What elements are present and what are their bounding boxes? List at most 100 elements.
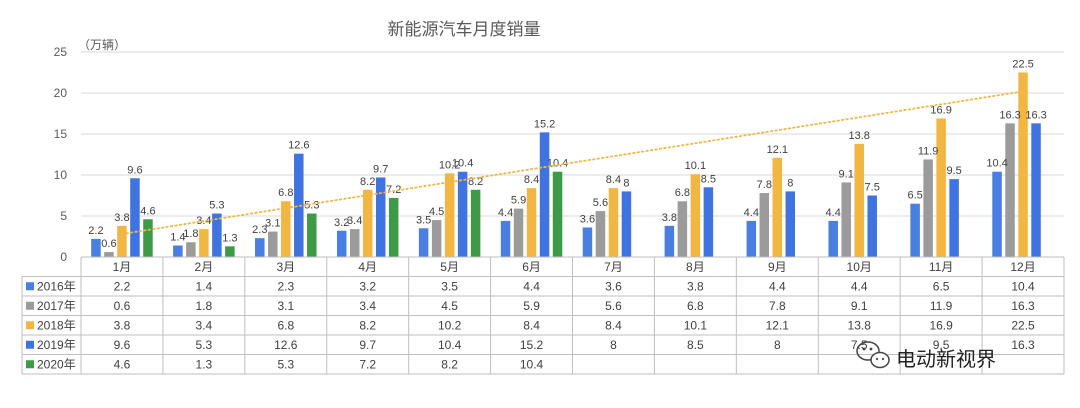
- data-label: 3.5: [416, 214, 431, 226]
- data-label: 3.4: [347, 215, 362, 227]
- data-label: 8: [623, 177, 629, 189]
- bar: [746, 220, 757, 257]
- data-label: 9.7: [373, 163, 388, 175]
- table-cell: 1.8: [196, 299, 213, 313]
- table-cell: 13.8: [848, 318, 872, 332]
- data-labels: 2.2 1.4 2.3 3.2 3.5 4.4 3.6 3.8 4.4 4.4 6.5 10.4 0.6…: [88, 59, 1046, 251]
- table-cell: 8.4: [605, 318, 622, 332]
- bar: [199, 229, 209, 257]
- bar: [143, 219, 153, 257]
- data-label: 4.6: [140, 205, 155, 217]
- table-cell: 4.4: [851, 279, 868, 293]
- table-cell: 10.1: [684, 318, 708, 332]
- x-tick-label: 1月: [113, 260, 132, 274]
- watermark: 电动新视界: [856, 341, 996, 371]
- bar: [923, 159, 933, 257]
- table-cell: 2.2: [114, 279, 131, 293]
- data-label: 0.6: [101, 238, 116, 250]
- table-cell: 6.8: [687, 299, 704, 313]
- bar: [444, 173, 455, 257]
- y-tick-label: 10: [54, 168, 68, 182]
- x-tick-label: 5月: [440, 260, 459, 274]
- y-axis-unit: （万辆）: [78, 38, 126, 52]
- data-label: 7.5: [865, 182, 880, 194]
- legend-swatch: [26, 360, 34, 369]
- bar: [677, 201, 688, 257]
- data-label: 12.6: [288, 140, 309, 152]
- table-cell: 4.6: [114, 357, 131, 371]
- bar: [1005, 123, 1015, 257]
- legend-label: 2016年: [37, 279, 76, 293]
- data-label: 4.4: [498, 207, 513, 219]
- data-label: 13.8: [848, 130, 869, 142]
- data-label: 9.1: [839, 168, 854, 180]
- table-cell: 12.6: [274, 338, 298, 352]
- bars: [91, 72, 1041, 257]
- table-cell: 7.8: [769, 299, 786, 313]
- bar: [173, 245, 183, 257]
- data-label: 4.4: [826, 207, 841, 219]
- data-label: 8.4: [524, 174, 539, 186]
- bar: [539, 132, 550, 257]
- table-cell: 5.9: [523, 299, 540, 313]
- data-label: 3.1: [265, 218, 280, 230]
- trendline: [121, 90, 1024, 235]
- x-tick-label: 7月: [604, 260, 623, 274]
- table-cell: 5.3: [196, 338, 213, 352]
- data-label: 8.2: [468, 176, 483, 188]
- table-cell: 22.5: [1011, 318, 1035, 332]
- table-cell: 1.3: [196, 357, 213, 371]
- bar: [362, 189, 373, 257]
- data-label: 3.6: [580, 213, 595, 225]
- bar: [431, 220, 442, 257]
- bar: [255, 238, 265, 257]
- data-label: 3.8: [662, 212, 677, 224]
- x-tick-label: 10月: [847, 260, 872, 274]
- data-label: 4.4: [744, 207, 759, 219]
- table-cell: 3.4: [196, 318, 213, 332]
- table-cell: 2.3: [277, 279, 294, 293]
- bar: [212, 213, 222, 257]
- x-tick-label: 9月: [768, 260, 787, 274]
- table-cell: 8.2: [441, 357, 458, 371]
- bar: [772, 157, 783, 257]
- data-label: 8.2: [360, 176, 375, 188]
- bar: [664, 225, 675, 257]
- bar: [841, 182, 851, 257]
- data-label: 7.8: [757, 179, 772, 191]
- bar: [526, 188, 537, 257]
- data-label: 8: [787, 177, 793, 189]
- bar: [104, 252, 114, 257]
- bar: [117, 225, 127, 257]
- x-tick-label: 12月: [1010, 260, 1035, 274]
- legend-swatch: [26, 340, 34, 349]
- data-label: 16.3: [1025, 109, 1046, 121]
- data-label: 10.4: [452, 158, 473, 170]
- bar: [854, 143, 864, 257]
- wechat-icon: [856, 341, 890, 369]
- table-cell: 10.4: [438, 338, 462, 352]
- bar: [281, 201, 291, 257]
- table-cell: 9.7: [359, 338, 376, 352]
- legend-label: 2020年: [37, 357, 76, 371]
- x-tick-label: 3月: [276, 260, 295, 274]
- table-cell: 10.4: [1011, 279, 1035, 293]
- legend-label: 2018年: [37, 318, 76, 332]
- bar: [595, 211, 606, 257]
- data-label: 3.8: [114, 212, 129, 224]
- data-label: 1.4: [170, 232, 185, 244]
- table-cell: 16.3: [1011, 338, 1035, 352]
- bar: [186, 242, 196, 257]
- table-cell: 4.4: [769, 279, 786, 293]
- data-label: 5.6: [593, 197, 608, 209]
- bar: [608, 188, 619, 257]
- x-tick-label: 4月: [358, 260, 377, 274]
- table-cell: 9.1: [851, 299, 868, 313]
- data-table: 1月 2月 3月 4月 5月 6月 7月 8月 9月 10月 11月 12月 2016年 2.2 1.4 2.…: [21, 256, 1065, 375]
- bar: [500, 220, 511, 257]
- legend-swatch: [26, 282, 34, 291]
- data-label: 6.8: [675, 187, 690, 199]
- data-label: 6.5: [907, 190, 922, 202]
- table-cell: 0.6: [114, 299, 131, 313]
